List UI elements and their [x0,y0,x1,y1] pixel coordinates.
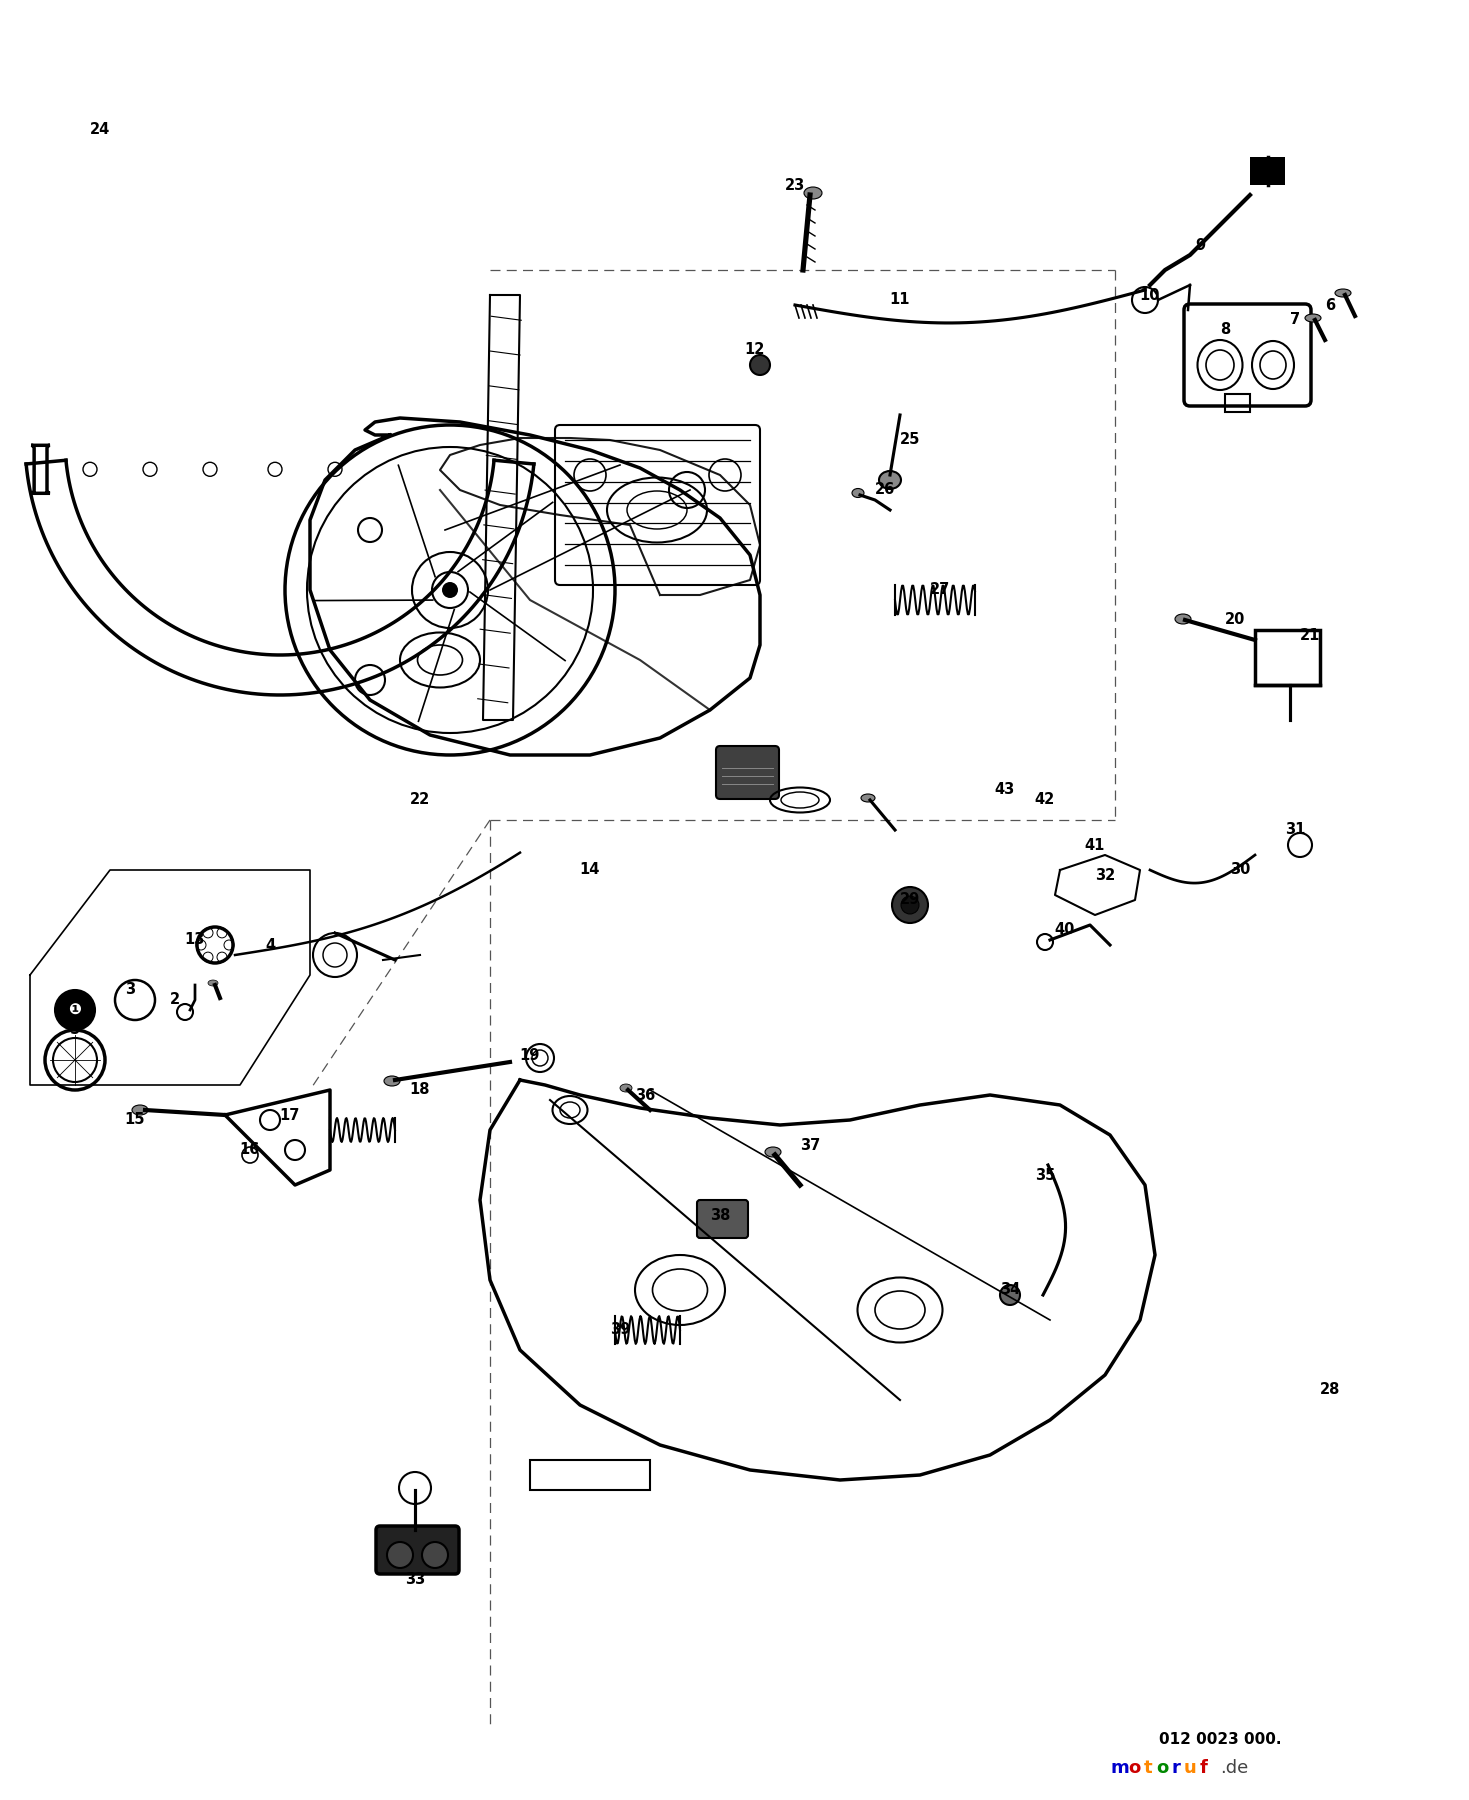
Text: m: m [1111,1759,1130,1777]
Text: u: u [1184,1759,1196,1777]
Text: 3: 3 [125,983,135,997]
Ellipse shape [861,794,876,803]
Text: 13: 13 [185,932,206,947]
Ellipse shape [1175,614,1191,625]
Circle shape [386,1543,413,1568]
Text: 8: 8 [1219,322,1230,338]
Ellipse shape [1304,313,1321,322]
Text: 24: 24 [90,122,110,137]
Text: 21: 21 [1300,628,1321,643]
Text: r: r [1172,1759,1181,1777]
Text: 16: 16 [239,1143,260,1157]
Text: f: f [1200,1759,1208,1777]
Circle shape [422,1543,448,1568]
Text: 23: 23 [784,178,805,193]
Ellipse shape [878,472,900,490]
Bar [1225,394,1250,412]
Ellipse shape [765,1147,782,1157]
Ellipse shape [1335,290,1351,297]
Circle shape [892,887,928,923]
Bar [530,1460,649,1490]
Text: 7: 7 [1290,313,1300,328]
Circle shape [1000,1285,1019,1305]
Text: ❶: ❶ [69,1003,81,1017]
Text: 20: 20 [1225,612,1246,628]
Text: 4: 4 [264,938,275,952]
Text: 40: 40 [1055,922,1075,938]
Text: 34: 34 [1000,1282,1019,1298]
FancyBboxPatch shape [376,1526,458,1573]
Ellipse shape [209,979,217,986]
Text: t: t [1144,1759,1152,1777]
Text: 31: 31 [1285,823,1304,837]
Text: 39: 39 [610,1323,630,1337]
Text: 38: 38 [710,1208,730,1222]
Text: 12: 12 [745,342,765,358]
Ellipse shape [852,488,864,497]
Text: o: o [1156,1759,1168,1777]
Text: 35: 35 [1034,1168,1055,1183]
Text: 43: 43 [995,783,1015,797]
Ellipse shape [383,1076,400,1085]
Text: 14: 14 [580,862,601,878]
Text: 32: 32 [1094,868,1115,882]
FancyBboxPatch shape [696,1201,748,1238]
Text: .de: .de [1219,1759,1249,1777]
Bar [1255,630,1321,686]
Text: o: o [1128,1759,1140,1777]
Text: 30: 30 [1230,862,1250,878]
Circle shape [751,355,770,374]
Text: 17: 17 [279,1107,300,1123]
Text: 6: 6 [1325,297,1335,313]
Circle shape [900,896,920,914]
Text: 42: 42 [1034,792,1055,808]
Text: 012 0023 000.: 012 0023 000. [1159,1732,1281,1748]
Text: 9: 9 [1194,238,1205,252]
Text: 19: 19 [520,1048,541,1062]
Circle shape [442,581,458,598]
Text: 5: 5 [71,1022,81,1037]
Text: 2: 2 [170,992,181,1008]
Text: 28: 28 [1319,1382,1340,1397]
Ellipse shape [804,187,823,200]
Text: 36: 36 [635,1087,655,1102]
Text: 10: 10 [1140,288,1161,302]
Ellipse shape [620,1084,632,1093]
Text: 26: 26 [876,482,895,497]
Bar [1250,157,1285,185]
Circle shape [54,990,95,1030]
Text: 37: 37 [801,1138,820,1152]
FancyBboxPatch shape [715,745,779,799]
Text: 41: 41 [1084,837,1105,853]
Text: 29: 29 [900,893,920,907]
Text: 27: 27 [930,583,950,598]
Text: 11: 11 [890,292,911,308]
Ellipse shape [132,1105,148,1114]
Text: 18: 18 [410,1082,430,1098]
Text: 15: 15 [125,1112,145,1127]
Text: 33: 33 [405,1573,425,1588]
Text: 22: 22 [410,792,430,808]
Text: 25: 25 [900,432,920,448]
